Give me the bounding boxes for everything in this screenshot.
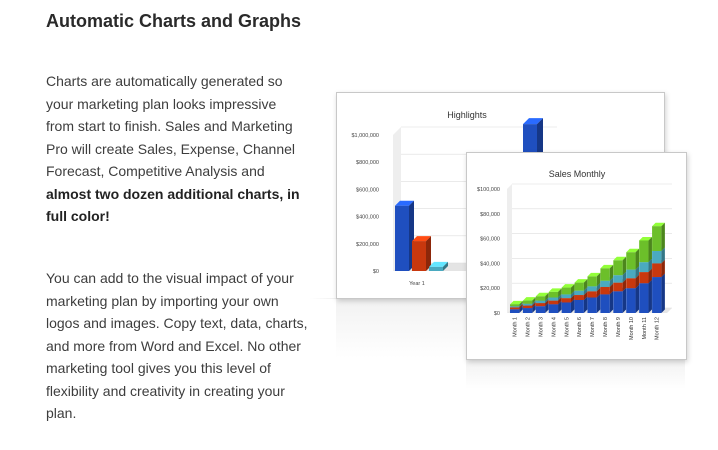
y-tick-label: $200,000 — [356, 242, 379, 248]
sales-bar-segment — [522, 297, 536, 304]
x-tick-label: Month 4 — [551, 317, 557, 337]
sales-monthly-chart-card: Sales Monthly $0 $20,000 $40,000 $60,000 $80,… — [466, 152, 687, 360]
y-tick-label: $60,000 — [480, 237, 500, 243]
y-tick-label: $0 — [494, 311, 500, 317]
y-tick-label: $1,000,000 — [351, 133, 379, 139]
x-tick-label: Month 8 — [603, 317, 609, 337]
paragraph-charts-intro: Charts are automatically generated so yo… — [46, 70, 308, 228]
y-tick-label: $100,000 — [477, 187, 500, 193]
y-tick-label: $800,000 — [356, 160, 379, 166]
y-tick-label: $40,000 — [480, 261, 500, 267]
sales-bar-segment — [613, 287, 627, 313]
y-tick-label: $80,000 — [480, 212, 500, 218]
x-tick-label: Month 1 — [513, 317, 519, 337]
sales-bar-segment — [639, 279, 652, 313]
x-tick-label: Month 12 — [655, 317, 661, 340]
x-tick-label: Month 10 — [629, 317, 635, 340]
x-tick-label: Month 6 — [577, 317, 583, 337]
x-tick-label: Month 7 — [590, 317, 596, 337]
sales-bar-segment — [652, 273, 665, 313]
y-tick-label: $0 — [373, 269, 379, 275]
highlights-bar — [429, 261, 448, 271]
chart-reflection — [336, 298, 486, 358]
y-tick-label: $20,000 — [480, 286, 500, 292]
chart-title: Sales Monthly — [549, 169, 606, 179]
sales-bar-segment — [626, 248, 640, 270]
x-tick-label: Month 11 — [642, 317, 648, 340]
highlights-bar — [412, 236, 431, 271]
sales-monthly-chart: Sales Monthly $0 $20,000 $40,000 $60,000 $80,… — [477, 169, 672, 340]
sales-bar-segment — [652, 222, 665, 251]
sales-bar-segment — [574, 279, 588, 291]
paragraph-intro-text: Charts are automatically generated so yo… — [46, 73, 296, 179]
x-tick-label: Year 1 — [409, 281, 425, 287]
sales-bar-segment — [639, 236, 652, 263]
sales-bar-segment — [600, 264, 614, 281]
x-tick-label: Month 9 — [616, 317, 622, 337]
sales-bar-segment — [535, 292, 549, 301]
chart-reflection-2 — [466, 359, 685, 389]
y-tick-label: $400,000 — [356, 215, 379, 221]
paragraph-visual-impact: You can add to the visual impact of your… — [46, 270, 308, 421]
x-tick-label: Month 2 — [526, 317, 532, 337]
x-tick-label: Month 3 — [538, 317, 544, 337]
y-tick-label: $600,000 — [356, 187, 379, 193]
section-heading: Automatic Charts and Graphs — [46, 11, 302, 31]
sales-bar-segment — [510, 300, 523, 307]
paragraph-intro-bold: almost two dozen additional charts, in f… — [46, 185, 300, 225]
highlights-bar — [395, 200, 414, 271]
chart-side-wall — [507, 184, 512, 313]
sales-bar-segment — [561, 284, 575, 295]
chart-title: Highlights — [447, 110, 487, 120]
sales-bar-segment — [626, 284, 640, 313]
x-tick-label: Month 5 — [564, 317, 570, 337]
sales-bar-segment — [613, 256, 627, 276]
sales-bar-segment — [548, 288, 562, 298]
sales-bar-segment — [587, 272, 601, 287]
